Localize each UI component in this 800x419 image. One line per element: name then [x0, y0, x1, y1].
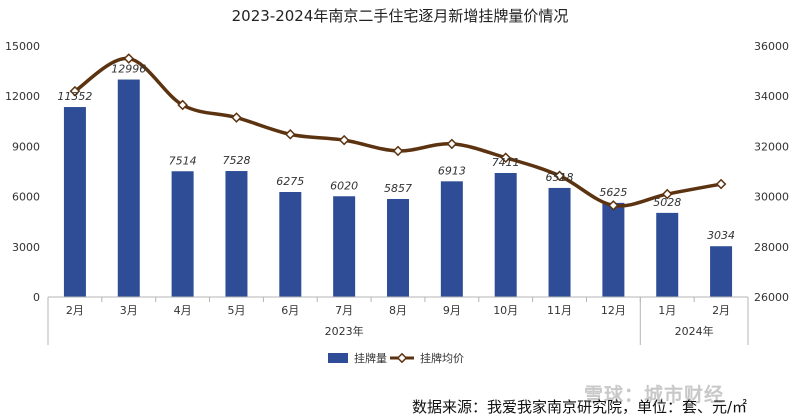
legend-marker-line — [396, 352, 408, 364]
x-tick-label: 8月 — [389, 304, 407, 317]
line-marker — [123, 53, 135, 64]
x-tick-label: 10月 — [493, 304, 518, 317]
data-labels: 11352 12996 7514 7528 6275 6020 5857 6913 7411 65… — [57, 63, 735, 243]
axes: 0 3000 6000 9000 12000 15000 26000 28000 30000 32… — [5, 40, 789, 345]
data-label: 3034 — [707, 229, 735, 242]
data-label: 6020 — [330, 179, 358, 192]
bar — [440, 181, 463, 297]
line-series — [69, 53, 727, 211]
line-marker — [608, 200, 619, 211]
x-tick-label: 1月 — [658, 304, 676, 317]
y-left-tick-label: 6000 — [12, 191, 40, 204]
line-marker — [177, 99, 188, 111]
bar — [171, 171, 194, 297]
legend: 挂牌量 挂牌均价 — [328, 351, 464, 365]
line-marker — [69, 85, 81, 97]
data-label: 6518 — [546, 171, 574, 184]
data-label: 7514 — [169, 154, 197, 167]
x-tick-label: 12月 — [601, 304, 626, 317]
data-label: 6913 — [438, 164, 466, 177]
x-tick-label: 3月 — [120, 304, 138, 317]
bar — [225, 171, 248, 297]
bar — [710, 246, 733, 297]
year-label: 2023年 — [325, 324, 364, 338]
y-right-tick-label: 34000 — [754, 90, 789, 103]
line-marker — [554, 170, 565, 182]
data-label: 7411 — [492, 156, 520, 169]
y-left-tick-label: 9000 — [12, 140, 40, 153]
x-tick-label: 9月 — [443, 304, 461, 317]
source-note: 数据来源：我爱我家南京研究院，单位：套、元/㎡ — [412, 398, 748, 416]
bar — [279, 191, 302, 297]
y-right-tick-label: 30000 — [754, 191, 789, 204]
bar-series — [63, 79, 733, 297]
data-label: 12996 — [111, 63, 146, 76]
bar — [494, 172, 517, 297]
year-label: 2024年 — [675, 324, 714, 338]
line-marker — [285, 129, 296, 140]
x-tick-label: 4月 — [174, 304, 192, 317]
x-tick-label: 2月 — [712, 304, 730, 317]
line-marker — [661, 188, 673, 200]
data-label: 6275 — [276, 175, 304, 188]
watermark: 雪球：城市财经 — [584, 384, 725, 406]
bar — [333, 196, 356, 297]
legend-label-bar: 挂牌量 — [354, 351, 387, 365]
y-right-tick-label: 32000 — [754, 140, 789, 153]
y-right-tick-label: 28000 — [754, 241, 789, 254]
data-label: 5857 — [384, 182, 412, 195]
y-right-tick-label: 26000 — [754, 291, 789, 304]
line-marker — [500, 152, 511, 163]
line-marker — [715, 178, 727, 190]
y-left-tick-label: 3000 — [12, 241, 40, 254]
line-marker — [392, 145, 404, 157]
line-marker — [231, 112, 242, 123]
bar — [63, 107, 86, 297]
bar — [656, 212, 679, 297]
line-marker — [338, 134, 350, 146]
legend-label-line: 挂牌均价 — [420, 351, 464, 365]
y-left-tick-label: 0 — [33, 291, 40, 304]
bar — [387, 198, 409, 297]
data-label: 7528 — [222, 154, 250, 167]
data-label: 5625 — [599, 186, 627, 199]
x-tick-label: 11月 — [547, 304, 572, 317]
line-marker — [446, 138, 458, 150]
x-tick-label: 2月 — [66, 304, 84, 317]
y-right-tick-label: 36000 — [754, 40, 789, 53]
data-label: 5028 — [653, 196, 681, 209]
data-label: 11352 — [57, 90, 92, 103]
x-tick-label: 6月 — [281, 304, 299, 317]
x-tick-label: 5月 — [227, 304, 245, 317]
y-left-tick-label: 15000 — [5, 40, 40, 53]
bar — [602, 202, 625, 297]
bar — [117, 79, 140, 297]
legend-swatch-bar — [328, 353, 348, 363]
bar — [548, 187, 571, 297]
chart-title: 2023-2024年南京二手住宅逐月新增挂牌量价情况 — [232, 7, 569, 25]
y-left-tick-label: 12000 — [5, 90, 40, 103]
x-tick-label: 7月 — [335, 304, 353, 317]
